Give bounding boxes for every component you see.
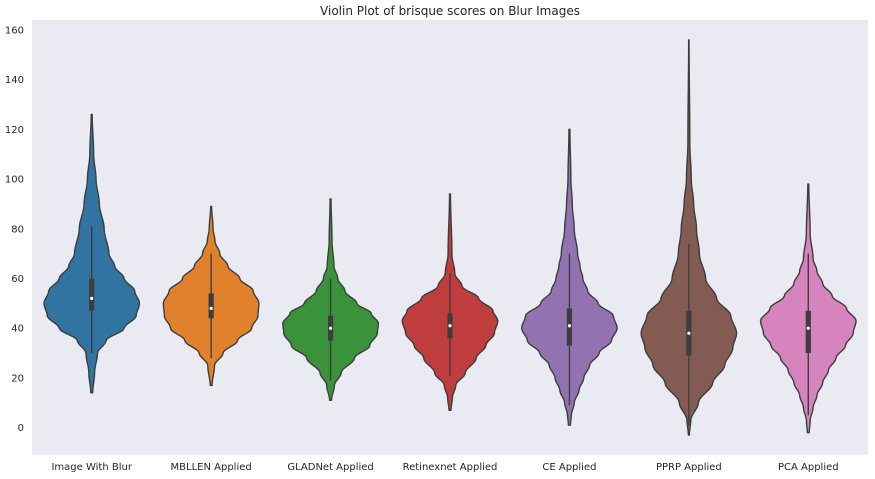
x-tick-label: Retinexnet Applied: [403, 462, 498, 473]
x-axis: Image With Blur MBLLEN Applied GLADNet App…: [51, 462, 838, 473]
y-tick-label: 20: [11, 373, 24, 384]
y-tick-label: 160: [5, 25, 24, 36]
x-tick-label: PPRP Applied: [656, 462, 722, 473]
violin-body: [640, 39, 738, 436]
x-tick-label: CE Applied: [542, 462, 596, 473]
y-tick-label: 120: [5, 125, 24, 136]
violin-iqr-box: [208, 293, 214, 319]
violin-median: [687, 331, 691, 335]
y-tick-label: 40: [11, 324, 24, 335]
violin-iqr-box: [89, 278, 95, 311]
y-tick-label: 80: [11, 224, 24, 235]
chart-title: Violin Plot of brisque scores on Blur Im…: [320, 4, 580, 18]
violin-median: [806, 326, 810, 330]
violin-median: [567, 324, 572, 328]
y-tick-label: 0: [18, 423, 24, 434]
y-tick-label: 140: [5, 75, 24, 86]
violin-iqr-box: [805, 310, 811, 354]
violin-median: [448, 324, 452, 328]
x-tick-label: Image With Blur: [51, 462, 132, 473]
y-tick-label: 100: [5, 175, 24, 186]
x-tick-label: PCA Applied: [778, 462, 839, 473]
violins-group: [43, 39, 857, 436]
violin-median: [209, 306, 213, 310]
y-axis: 0 20 40 60 80 100 120 140 160: [5, 25, 24, 434]
x-tick-label: GLADNet Applied: [287, 462, 373, 473]
y-tick-label: 60: [11, 274, 24, 285]
violin-median: [328, 326, 333, 330]
x-tick-label: MBLLEN Applied: [171, 462, 252, 473]
violin-median: [90, 296, 94, 300]
